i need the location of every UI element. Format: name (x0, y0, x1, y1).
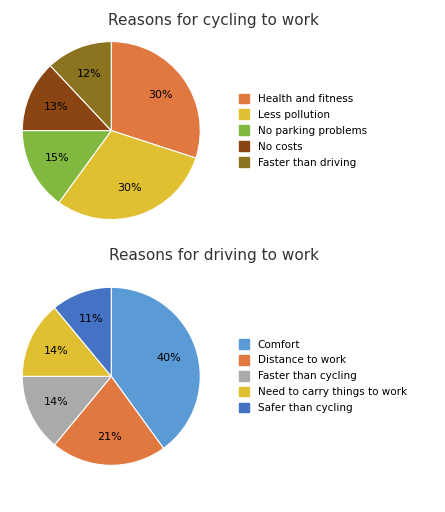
Text: Reasons for driving to work: Reasons for driving to work (109, 248, 319, 263)
Text: 14%: 14% (44, 397, 69, 407)
Text: 30%: 30% (148, 90, 173, 100)
Text: 15%: 15% (45, 153, 69, 163)
Text: Reasons for cycling to work: Reasons for cycling to work (108, 13, 319, 28)
Legend: Comfort, Distance to work, Faster than cycling, Need to carry things to work, Sa: Comfort, Distance to work, Faster than c… (239, 339, 407, 413)
Wedge shape (59, 131, 196, 220)
Wedge shape (50, 41, 111, 131)
Wedge shape (22, 376, 111, 445)
Text: 30%: 30% (117, 183, 142, 193)
Wedge shape (55, 287, 111, 376)
Legend: Health and fitness, Less pollution, No parking problems, No costs, Faster than d: Health and fitness, Less pollution, No p… (239, 94, 367, 167)
Text: 12%: 12% (77, 69, 101, 79)
Text: 40%: 40% (157, 353, 181, 362)
Text: 21%: 21% (97, 432, 122, 442)
Wedge shape (22, 66, 111, 131)
Wedge shape (111, 287, 200, 449)
Wedge shape (22, 308, 111, 376)
Text: 14%: 14% (44, 346, 69, 355)
Text: 13%: 13% (44, 101, 68, 112)
Wedge shape (111, 41, 200, 158)
Wedge shape (22, 131, 111, 203)
Text: 11%: 11% (78, 314, 103, 325)
Wedge shape (55, 376, 164, 465)
